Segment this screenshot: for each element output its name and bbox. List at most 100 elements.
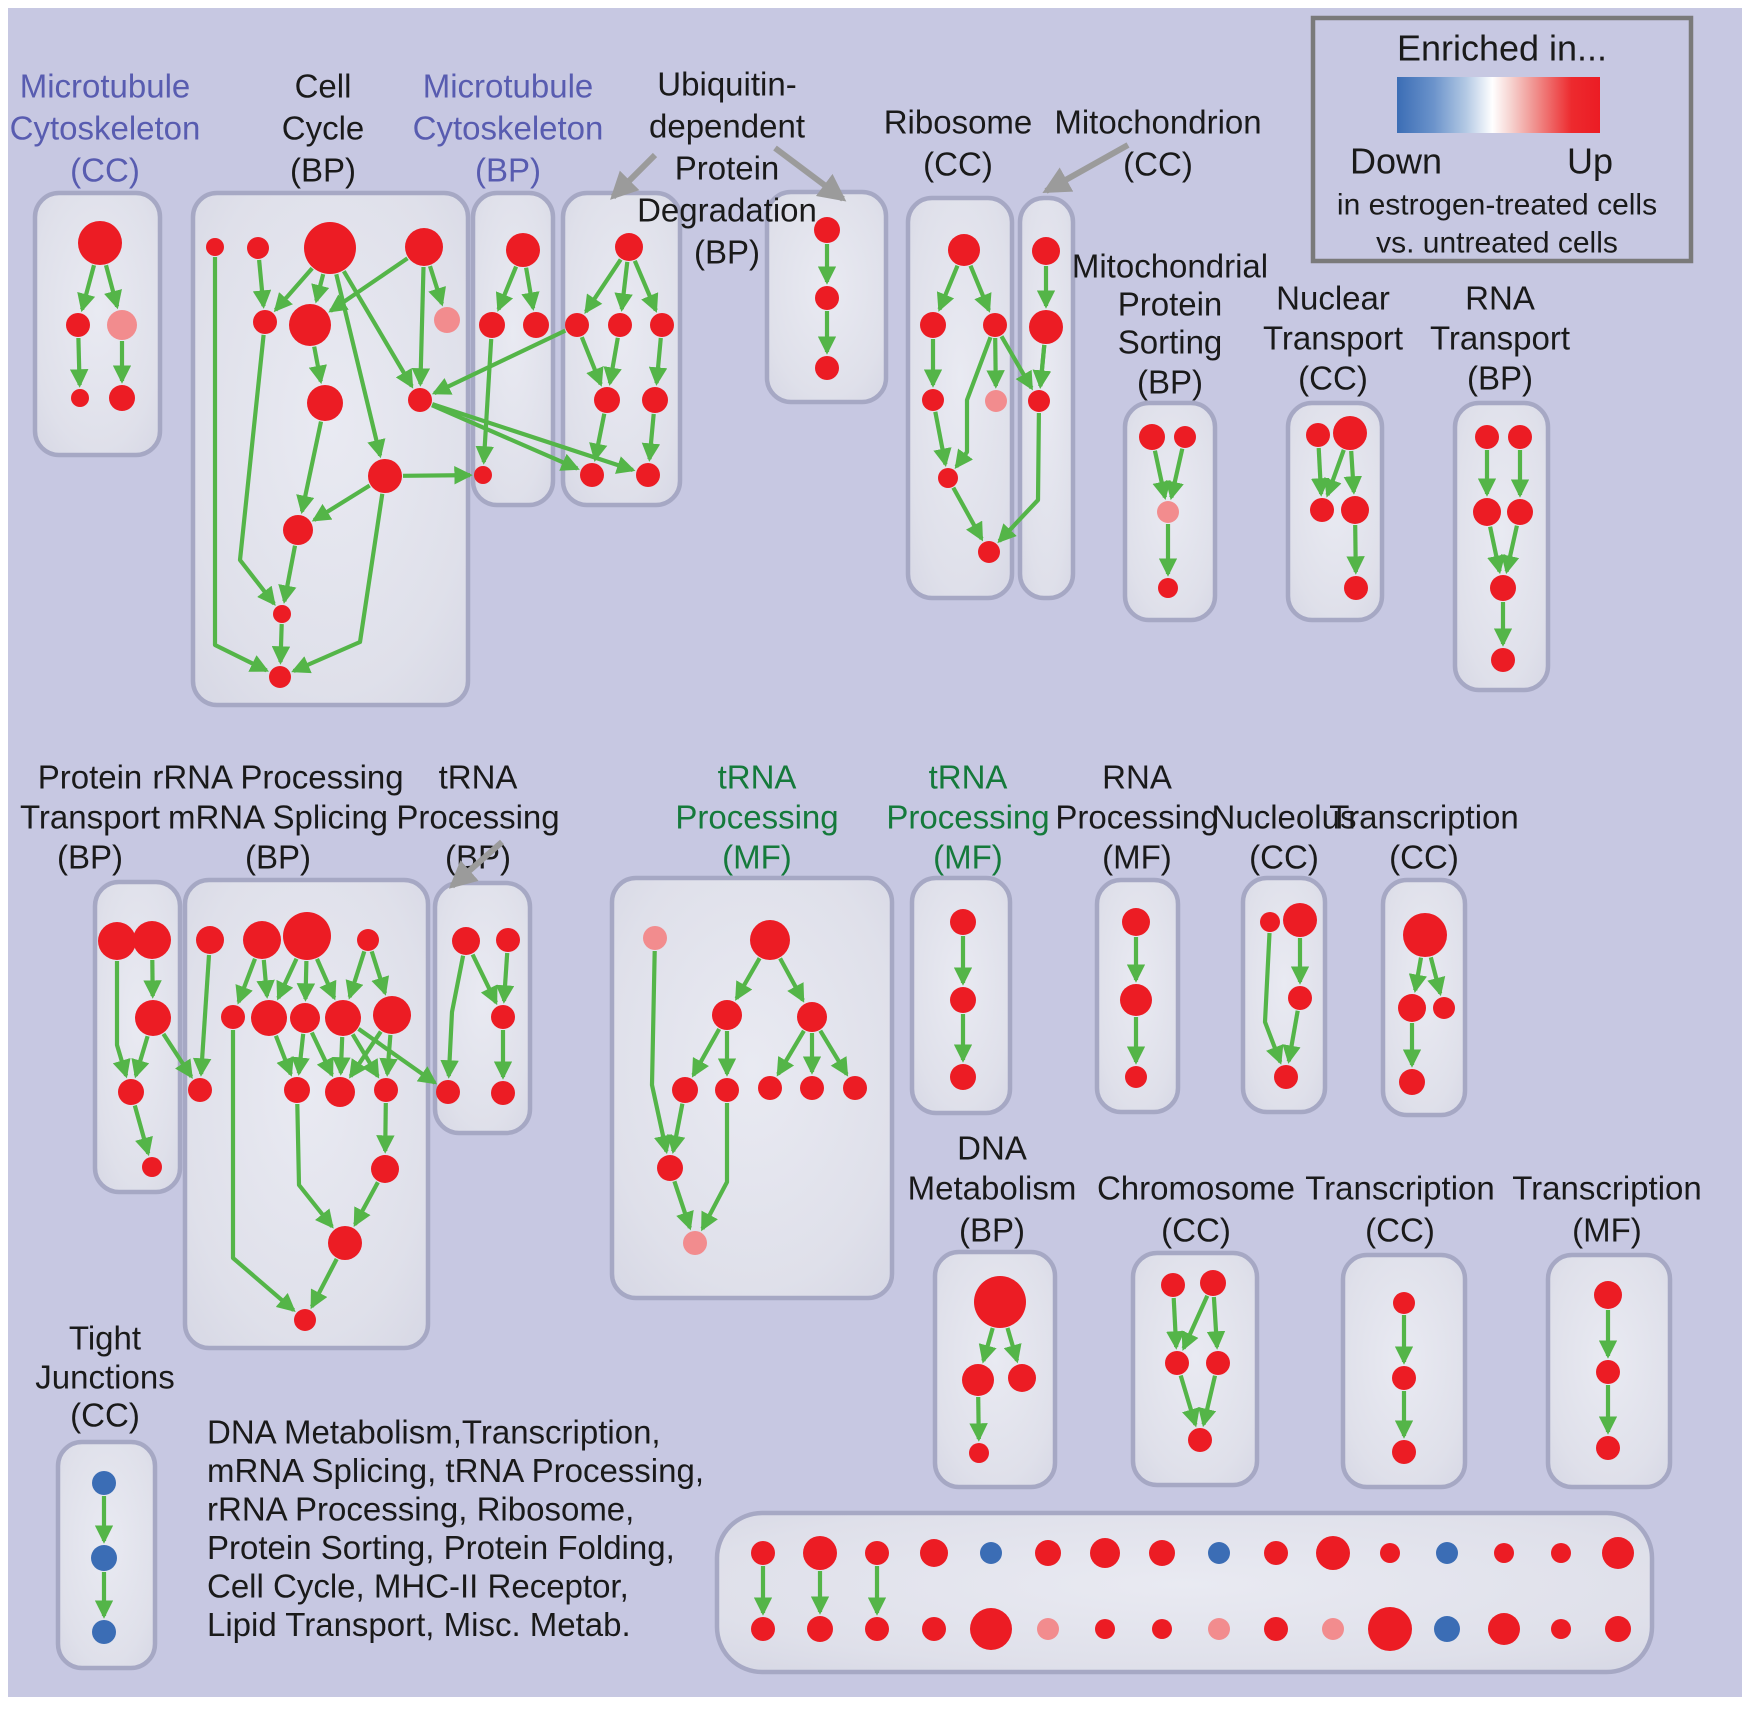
graph-edge-cell-cycle [281,624,282,662]
graph-node-red [405,228,443,266]
cluster-label-transcription-cc-upper: Transcription [1329,799,1519,836]
graph-node-pink [1157,501,1179,523]
cluster-label-rrna-mrna: rRNA Processing [152,759,403,796]
graph-node-red [750,920,790,960]
misc-text-line: Protein Sorting, Protein Folding, [207,1529,675,1566]
graph-node-red [1188,1428,1212,1452]
cluster-label-nucleolus: (CC) [1249,839,1319,876]
cluster-label-nuclear-transport: Transport [1263,320,1403,357]
graph-node-red [1095,1619,1115,1639]
cluster-label-tight-junctions: Junctions [35,1359,174,1396]
graph-node-red [1475,425,1499,449]
cluster-label-transcription-cc-lower: Transcription [1305,1170,1495,1207]
graph-node-red [1035,1540,1061,1566]
graph-node-red [594,387,620,413]
graph-node-red [1174,426,1196,448]
graph-node-red [1152,1619,1172,1639]
cluster-label-protein-transport: Transport [20,799,160,836]
cluster-label-mito-protein-sorting: Mitochondrial [1072,248,1268,285]
graph-node-red [1605,1616,1631,1642]
cluster-label-ubiquitin-a: dependent [649,108,805,145]
graph-node-red [797,1002,827,1032]
graph-edge-cross [403,475,470,476]
graph-node-red [950,1064,976,1090]
cluster-label-mitochondrion: Mitochondrion [1054,104,1261,141]
graph-node-red [1316,1536,1350,1570]
cluster-label-nuclear-transport: (CC) [1298,360,1368,397]
graph-node-red [950,987,976,1013]
graph-node-red [969,1443,989,1463]
graph-node-red [247,237,269,259]
graph-node-pink [683,1231,707,1255]
graph-node-red [948,234,980,266]
graph-node-red [284,1077,310,1103]
graph-edge-rrna-mrna [341,1037,342,1073]
cluster-label-rna-processing-mf: RNA [1102,759,1172,796]
graph-node-red [800,1076,824,1100]
cluster-label-trna-bp: tRNA [439,759,518,796]
graph-node-red [373,996,411,1034]
cluster-label-ubiquitin-a: Protein [675,150,780,187]
graph-edge-chromosome [1174,1298,1177,1347]
graph-node-red [938,468,958,488]
graph-node-red [368,459,402,493]
graph-node-red [1341,496,1369,524]
graph-node-red [1380,1543,1400,1563]
graph-node-red [496,928,520,952]
legend-subtitle-1: in estrogen-treated cells [1337,189,1657,222]
cluster-label-nuclear-transport: Nuclear [1276,280,1390,317]
graph-node-red [253,310,277,334]
cluster-label-microtubule-bp: Microtubule [423,68,594,105]
graph-node-red [922,389,944,411]
cluster-label-tight-junctions: Tight [69,1320,141,1357]
graph-node-red [523,312,549,338]
graph-node-red [712,1000,742,1030]
graph-node-red [1596,1360,1620,1384]
misc-text-line: DNA Metabolism,Transcription, [207,1414,661,1451]
cluster-label-ribosome: (CC) [923,146,993,183]
cluster-label-rna-processing-mf: (MF) [1102,839,1172,876]
cluster-label-dna-metabolism: DNA [957,1130,1027,1167]
graph-node-red [815,286,839,310]
graph-node-red [1288,986,1312,1010]
graph-node-pink [434,307,460,333]
graph-node-red [273,605,291,623]
graph-node-red [608,313,632,337]
graph-node-red [751,1541,775,1565]
graph-node-red [135,1000,171,1036]
cluster-label-trna-mf-large: tRNA [718,759,797,796]
graph-node-pink [643,926,667,950]
graph-node-red [1310,498,1334,522]
graph-node-red [283,912,331,960]
graph-node-red [1149,1540,1175,1566]
graph-node-red [357,929,379,951]
graph-node-blue [1434,1616,1460,1642]
graph-node-red [983,313,1007,337]
cluster-label-rrna-mrna: (BP) [245,839,311,876]
graph-node-red [1433,997,1455,1019]
graph-node-blue [1208,1542,1230,1564]
graph-node-red [642,387,668,413]
cluster-label-chromosome: (CC) [1161,1212,1231,1249]
graph-node-red [636,463,660,487]
graph-node-red [269,666,291,688]
cluster-label-trna-mf-small: (MF) [933,839,1003,876]
graph-node-red [1165,1351,1189,1375]
graph-node-red [118,1079,144,1105]
graph-node-red [1494,1543,1514,1563]
graph-node-red [922,1617,946,1641]
cluster-label-ubiquitin-a: Ubiquitin- [657,66,796,103]
graph-node-red [580,463,604,487]
graph-node-red [452,927,480,955]
graph-node-red [865,1541,889,1565]
graph-node-red [1551,1619,1571,1639]
cluster-label-rna-processing-mf: Processing [1055,799,1218,836]
graph-node-red [815,356,839,380]
graph-node-red [1090,1538,1120,1568]
cluster-label-cell-cycle: (BP) [290,152,356,189]
graph-node-red [491,1005,515,1029]
graph-node-blue [91,1545,117,1571]
graph-node-red [325,1000,361,1036]
graph-node-red [978,541,1000,563]
